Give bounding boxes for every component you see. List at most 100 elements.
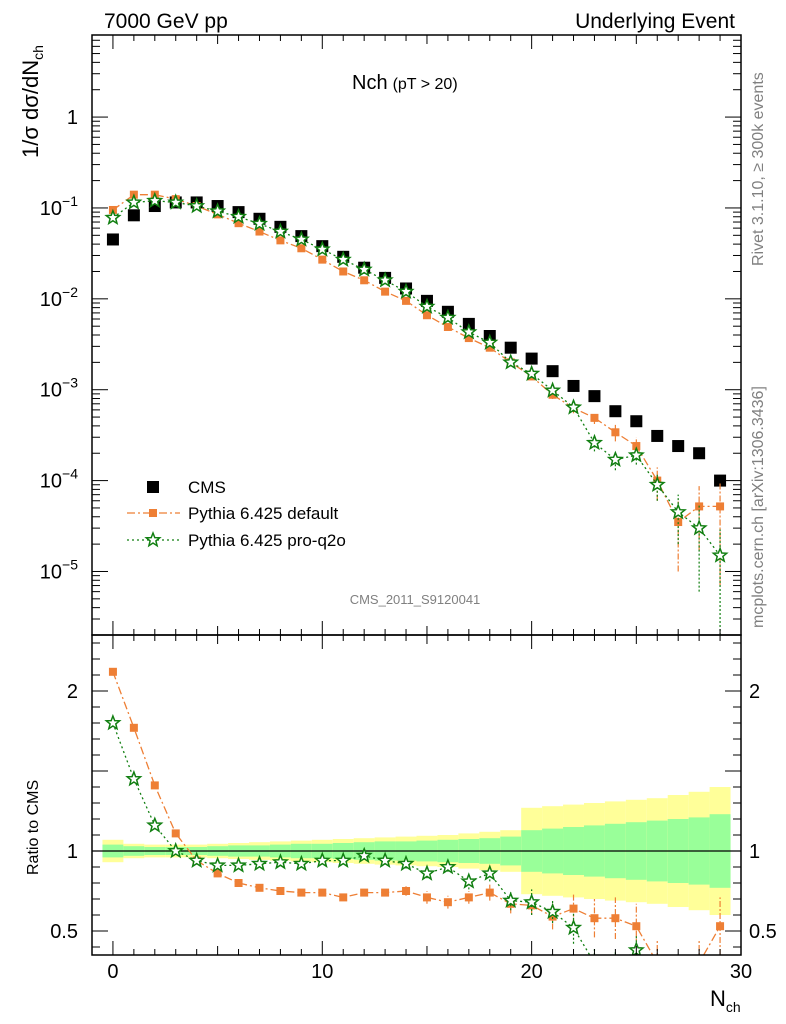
ratio-frame xyxy=(91,634,742,956)
main-panel-series xyxy=(104,190,729,635)
ratio-point xyxy=(609,959,622,972)
data-point xyxy=(609,405,622,418)
legend-label: CMS xyxy=(188,478,226,497)
ratio-point xyxy=(418,864,436,881)
data-point xyxy=(443,322,452,331)
series-line xyxy=(112,200,721,556)
data-point xyxy=(651,429,664,442)
data-point xyxy=(464,334,473,343)
ratio-point xyxy=(271,853,290,870)
data-point xyxy=(402,296,411,305)
ratio-point xyxy=(360,888,369,897)
data-point xyxy=(104,208,122,226)
ratio-point xyxy=(250,854,269,872)
ratio-point xyxy=(229,856,248,873)
data-point xyxy=(188,196,206,214)
data-point xyxy=(543,381,562,398)
analysis-id: CMS_2011_S9120041 xyxy=(350,592,481,607)
ratio-point xyxy=(439,857,457,875)
ratio-point xyxy=(651,972,664,985)
ratio-point xyxy=(208,856,227,873)
data-point xyxy=(674,518,683,527)
x-tick-label: 30 xyxy=(730,961,752,983)
data-point xyxy=(334,250,352,268)
data-point xyxy=(397,282,415,300)
x-axis-label: Nch xyxy=(710,986,741,1015)
series-pythia-default xyxy=(108,190,725,586)
data-point xyxy=(360,276,369,285)
y-tick-label: 10−5 xyxy=(40,556,78,583)
ratio-point xyxy=(167,841,185,859)
ratio-point xyxy=(564,918,583,936)
data-point xyxy=(567,379,580,392)
data-point xyxy=(627,446,645,463)
legend-label: Pythia 6.425 pro-q2o xyxy=(188,531,346,550)
ratio-point xyxy=(422,893,431,902)
axis-ticks: 0 10 20 30 1 10−1 10−2 10−3 10−4 10−5 0.5 0.5 1 1 2 2 xyxy=(40,34,777,983)
ratio-point xyxy=(460,872,478,889)
data-point xyxy=(632,442,641,451)
ratio-point xyxy=(716,922,725,931)
legend: CMS Pythia 6.425 default Pythia 6.425 pro-… xyxy=(127,478,346,550)
ratio-point xyxy=(695,959,703,967)
data-point xyxy=(313,240,331,257)
ratio-y-tick-label: 2 xyxy=(67,681,78,703)
ratio-point xyxy=(355,846,373,864)
ratio-point xyxy=(171,829,180,838)
data-point xyxy=(481,333,499,351)
ratio-point xyxy=(187,851,206,869)
data-point xyxy=(418,297,436,314)
data-point xyxy=(585,433,604,451)
data-point xyxy=(255,227,264,236)
ratio-point xyxy=(129,723,138,732)
ratio-point xyxy=(693,988,706,1001)
x-tick-label: 20 xyxy=(521,961,543,983)
data-point xyxy=(606,450,624,467)
ratio-point xyxy=(376,851,394,869)
ratio-y-tick-label-right: 0.5 xyxy=(749,921,777,943)
y-tick-label: 10−3 xyxy=(40,375,78,402)
main-y-axis-label: 1/σ dσ/dNch xyxy=(18,45,46,158)
y-tick-label: 10−2 xyxy=(40,284,78,311)
ratio-point xyxy=(276,887,285,895)
ratio-point xyxy=(255,883,264,892)
data-point xyxy=(693,447,706,460)
ratio-point xyxy=(548,912,557,921)
ratio-point xyxy=(481,864,499,881)
ratio-y-tick-label: 0.5 xyxy=(50,921,78,943)
ratio-point xyxy=(464,893,473,902)
ratio-point xyxy=(632,922,641,931)
legend-label: Pythia 6.425 default xyxy=(188,504,339,523)
y-tick-label: 1 xyxy=(67,107,78,129)
ratio-point xyxy=(672,980,685,993)
data-point xyxy=(292,230,310,247)
data-point xyxy=(690,518,708,536)
ratio-point xyxy=(402,887,411,895)
ratio-point xyxy=(234,879,243,887)
data-point xyxy=(339,267,348,276)
data-point xyxy=(209,202,227,219)
ratio-point xyxy=(611,914,620,923)
ratio-point xyxy=(146,816,164,833)
data-point xyxy=(276,236,285,245)
ratio-point xyxy=(502,891,520,909)
y-tick-label: 10−1 xyxy=(40,193,78,220)
data-point xyxy=(590,413,599,422)
ratio-point xyxy=(590,914,599,923)
ratio-point xyxy=(674,983,682,991)
series-pythia-pro-q2o xyxy=(104,191,729,635)
x-tick-label: 0 xyxy=(107,961,118,983)
series-line xyxy=(112,194,721,523)
ratio-point xyxy=(318,888,327,897)
data-point xyxy=(588,390,601,403)
data-point xyxy=(630,415,643,428)
data-point xyxy=(502,353,520,370)
data-point xyxy=(546,365,559,378)
data-point xyxy=(669,503,687,520)
ratio-point xyxy=(594,953,595,955)
mcplots-label: mcplots.cern.ch [arXiv:1306.3436] xyxy=(750,386,767,628)
data-point xyxy=(106,233,119,246)
ratio-point xyxy=(443,898,452,907)
ratio-y-axis-label: Ratio to CMS xyxy=(25,780,42,875)
